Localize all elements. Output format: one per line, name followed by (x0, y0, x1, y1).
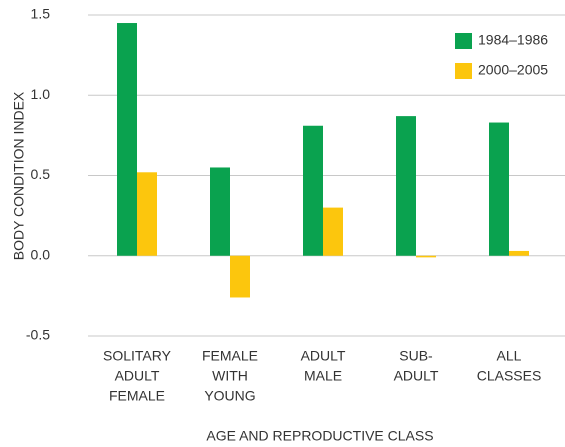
x-tick-label: YOUNG (204, 388, 255, 404)
bar (230, 255, 250, 298)
bar (489, 122, 509, 256)
y-tick-label: 1.5 (31, 6, 51, 22)
x-tick-label: FEMALE (109, 388, 165, 404)
legend-swatch (455, 63, 472, 79)
y-tick-label: -0.5 (26, 327, 50, 343)
x-tick-label: ADULT (301, 348, 346, 364)
x-axis-label: AGE AND REPRODUCTIVE CLASS (206, 428, 433, 444)
bar (396, 116, 416, 256)
y-tick-label: 0.0 (31, 246, 51, 262)
bar (323, 207, 343, 256)
x-tick-label: MALE (304, 368, 342, 384)
x-tick-label: ADULT (394, 368, 439, 384)
y-tick-label: 1.0 (31, 86, 51, 102)
x-tick-label: FEMALE (202, 348, 258, 364)
x-tick-label: SUB- (399, 348, 433, 364)
x-tick-label: ALL (497, 348, 522, 364)
x-tick-label: ADULT (115, 368, 160, 384)
bar (509, 250, 529, 256)
y-axis-label: BODY CONDITION INDEX (11, 91, 27, 260)
legend-label: 2000–2005 (478, 62, 548, 78)
x-tick-label: CLASSES (477, 368, 542, 384)
bar (210, 167, 230, 256)
bar (137, 172, 157, 256)
y-tick-label: 0.5 (31, 166, 51, 182)
x-tick-label: SOLITARY (103, 348, 172, 364)
legend-swatch (455, 33, 472, 49)
bar (117, 23, 137, 256)
bar (416, 255, 436, 258)
x-tick-label: WITH (212, 368, 248, 384)
legend-label: 1984–1986 (478, 32, 548, 48)
bar (303, 125, 323, 256)
